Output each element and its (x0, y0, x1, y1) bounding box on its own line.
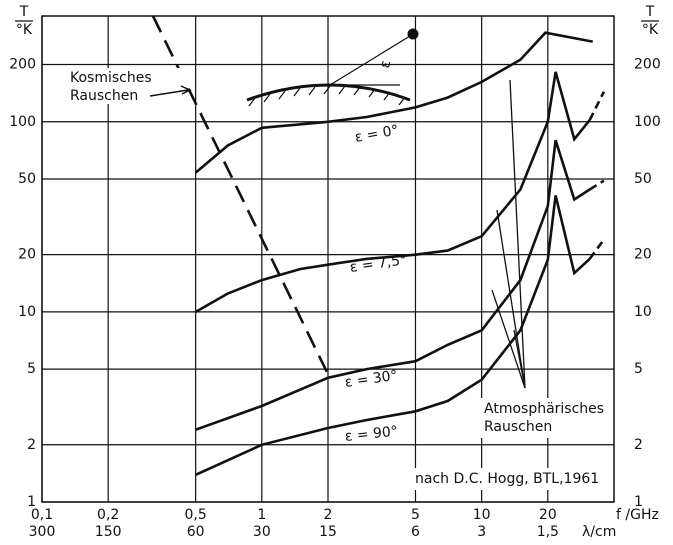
curve-tail (589, 179, 605, 191)
x-tick-label: 0,2 (97, 507, 119, 523)
x2-axis-label: λ/cm (582, 524, 616, 540)
curve-label: ε = 90° (344, 424, 398, 445)
atmos-label-bg (480, 398, 608, 438)
y2-tick-label: 10 (634, 304, 652, 320)
atmos-arrow (496, 209, 526, 389)
x2-tick-label: 1,5 (537, 524, 559, 540)
curve-label: ε = 7,5° (349, 252, 408, 276)
y2-tick-label: 50 (634, 171, 652, 187)
source-bg (412, 468, 608, 490)
y2-tick-label: 1 (634, 494, 643, 510)
curve-label: ε = 30° (344, 368, 399, 391)
y-tick-label: 2 (27, 437, 36, 453)
y2-tick-label: 2 (634, 437, 643, 453)
y-tick-label: 1 (27, 494, 36, 510)
curve (195, 71, 591, 314)
curve-label: ε = 0° (354, 122, 400, 145)
x2-tick-label: 3 (477, 524, 486, 540)
y-tick-label: 50 (18, 171, 36, 187)
y2-tick-label: 20 (634, 247, 652, 263)
cosmic-label: Rauschen (70, 88, 138, 104)
atmos-label: Atmosphärisches (484, 401, 604, 417)
x-tick-label: 20 (539, 507, 557, 523)
x2-tick-label: 150 (95, 524, 122, 540)
y-tick-label: 100 (9, 114, 36, 130)
atmos-label: Rauschen (484, 419, 552, 435)
x2-tick-label: 60 (187, 524, 205, 540)
x-tick-label: 0,5 (185, 507, 207, 523)
y-axis-label: °K (642, 22, 659, 38)
y-tick-label: 20 (18, 247, 36, 263)
curve (195, 139, 591, 431)
y2-tick-label: 5 (634, 361, 643, 377)
cosmic-label-bg (66, 68, 186, 104)
x-axis-label: f /GHz (616, 507, 659, 523)
y-tick-label: 5 (27, 361, 36, 377)
x2-tick-label: 300 (29, 524, 56, 540)
x-tick-label: 1 (257, 507, 266, 523)
inset-drawing (246, 28, 419, 107)
curve-tail (588, 238, 605, 260)
y-axis-label: T (19, 4, 29, 20)
curve (195, 195, 591, 476)
x-tick-label: 2 (324, 507, 333, 523)
source-note: nach D.C. Hogg, BTL,1961 (415, 471, 599, 487)
x2-tick-label: 15 (319, 524, 337, 540)
cosmic-arrow (149, 85, 192, 97)
curve (194, 31, 593, 174)
x-tick-label: 10 (473, 507, 491, 523)
x-tick-label: 5 (411, 507, 420, 523)
x2-tick-label: 30 (253, 524, 271, 540)
y-tick-label: 200 (9, 57, 36, 73)
x-tick-label: 0,1 (31, 507, 53, 523)
y-axis-label: T (645, 4, 655, 20)
y2-tick-label: 100 (634, 114, 661, 130)
x2-tick-label: 6 (411, 524, 420, 540)
y-axis-label: °K (16, 22, 33, 38)
atmos-arrow (513, 329, 526, 389)
atmos-arrow (491, 289, 526, 389)
cosmic-label: Kosmisches (70, 70, 152, 86)
curve-tail (588, 91, 606, 121)
y2-tick-label: 200 (634, 57, 661, 73)
atmos-arrow (509, 79, 526, 389)
y-tick-label: 10 (18, 304, 36, 320)
